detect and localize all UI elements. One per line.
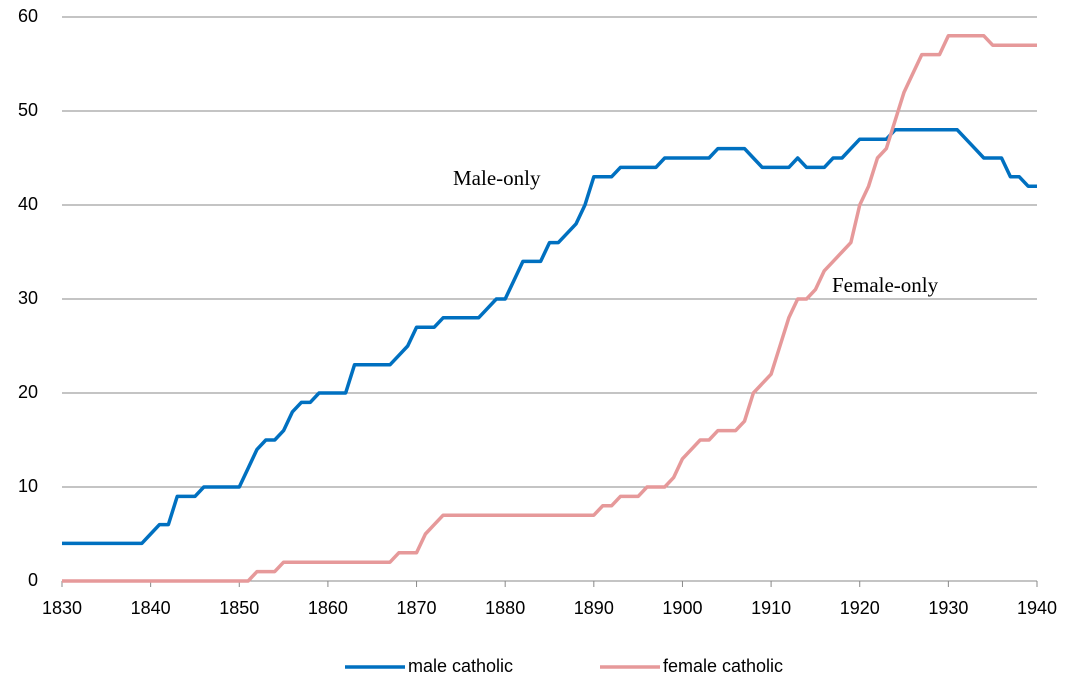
x-tick-label: 1850: [219, 598, 259, 618]
x-tick-label: 1880: [485, 598, 525, 618]
x-tick-label: 1870: [397, 598, 437, 618]
series-line: [62, 128, 1037, 546]
y-tick-label: 50: [18, 100, 38, 120]
x-tick-label: 1890: [574, 598, 614, 618]
annotation: Male-only: [453, 166, 541, 190]
y-tick-label: 30: [18, 288, 38, 308]
legend-label: male catholic: [408, 656, 513, 676]
x-tick-label: 1860: [308, 598, 348, 618]
x-tick-label: 1900: [662, 598, 702, 618]
series-line: [62, 34, 1037, 583]
x-tick-label: 1910: [751, 598, 791, 618]
y-tick-label: 0: [28, 570, 38, 590]
x-tick-label: 1840: [131, 598, 171, 618]
x-tick-label: 1830: [42, 598, 82, 618]
annotation: Female-only: [832, 273, 939, 297]
legend-label: female catholic: [663, 656, 783, 676]
x-tick-label: 1920: [840, 598, 880, 618]
y-tick-label: 20: [18, 382, 38, 402]
y-tick-label: 60: [18, 6, 38, 26]
x-tick-label: 1940: [1017, 598, 1057, 618]
x-tick-label: 1930: [928, 598, 968, 618]
y-tick-label: 10: [18, 476, 38, 496]
y-tick-label: 40: [18, 194, 38, 214]
